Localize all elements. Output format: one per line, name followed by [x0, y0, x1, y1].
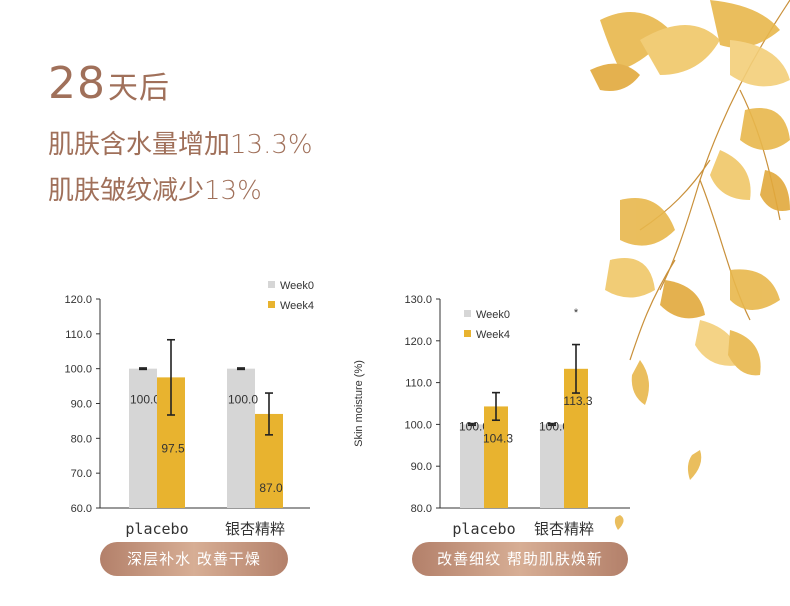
y-tick-label: 60.0: [71, 503, 92, 515]
legend-label: Week0: [280, 280, 314, 292]
headline-days-suffix: 天后: [108, 71, 170, 106]
y-tick-label: 70.0: [71, 468, 92, 480]
y-tick-label: 100.0: [404, 419, 432, 431]
data-label: 97.5: [161, 441, 185, 455]
y-tick-label: 90.0: [71, 399, 92, 411]
legend-swatch: [268, 301, 275, 308]
legend-label: Week0: [476, 309, 510, 321]
bar-week0-1: [227, 368, 255, 508]
y-tick-label: 120.0: [404, 336, 432, 348]
data-label: 100.0: [459, 420, 489, 434]
headline-moisture: 肌肤含水量增加13.3%: [48, 130, 313, 160]
y-tick-label: 90.0: [411, 461, 432, 473]
badge-hydration: 深层补水 改善干燥: [100, 542, 288, 576]
ginkgo-leaves-decoration: [590, 0, 790, 530]
headline-wrinkles: 肌肤皱纹减少13%: [48, 176, 262, 206]
legend-swatch: [268, 281, 275, 288]
data-label: 87.0: [259, 481, 283, 495]
x-category-label: 银杏精粹: [534, 520, 594, 538]
y-tick-label: 110.0: [65, 329, 92, 341]
data-label: 100.0: [130, 393, 160, 407]
data-label: 104.3: [483, 431, 513, 445]
data-label: 100.0: [539, 420, 569, 434]
bar-week0-0: [129, 368, 157, 508]
y-tick-label: 110.0: [405, 378, 432, 390]
y-tick-label: 80.0: [71, 433, 92, 445]
headline-days-number: 28: [48, 58, 106, 109]
data-label: 100.0: [228, 393, 258, 407]
bar-week0-0: [460, 424, 484, 508]
bar-week0-1: [540, 424, 564, 508]
chart-wrinkle: 60.0 70.0 80.0 90.0 100.0 110.0 120.0 100.0 97.5…: [64, 280, 314, 538]
data-label: 113.3: [563, 394, 592, 408]
bar-week4-0: [484, 406, 508, 508]
x-category-label: placebo: [125, 520, 188, 538]
y-tick-label: 130.0: [404, 294, 432, 306]
badge-renewal: 改善细纹 帮助肌肤焕新: [412, 542, 628, 576]
significance-star: *: [574, 307, 579, 319]
y-axis-label: Skin moisture (%): [353, 360, 365, 447]
y-tick-label: 120.0: [64, 294, 92, 306]
x-category-label: 银杏精粹: [225, 520, 285, 538]
legend-swatch: [464, 330, 471, 337]
legend-label: Week4: [476, 329, 510, 341]
y-tick-label: 100.0: [64, 364, 92, 376]
chart-skin-moisture: 80.0 90.0 100.0 110.0 120.0 130.0 Skin moistur…: [353, 294, 630, 538]
legend-label: Week4: [280, 300, 314, 312]
headline-days: 28天后: [48, 58, 170, 109]
y-tick-label: 80.0: [411, 503, 432, 515]
x-category-label: placebo: [452, 520, 515, 538]
legend-swatch: [464, 310, 471, 317]
